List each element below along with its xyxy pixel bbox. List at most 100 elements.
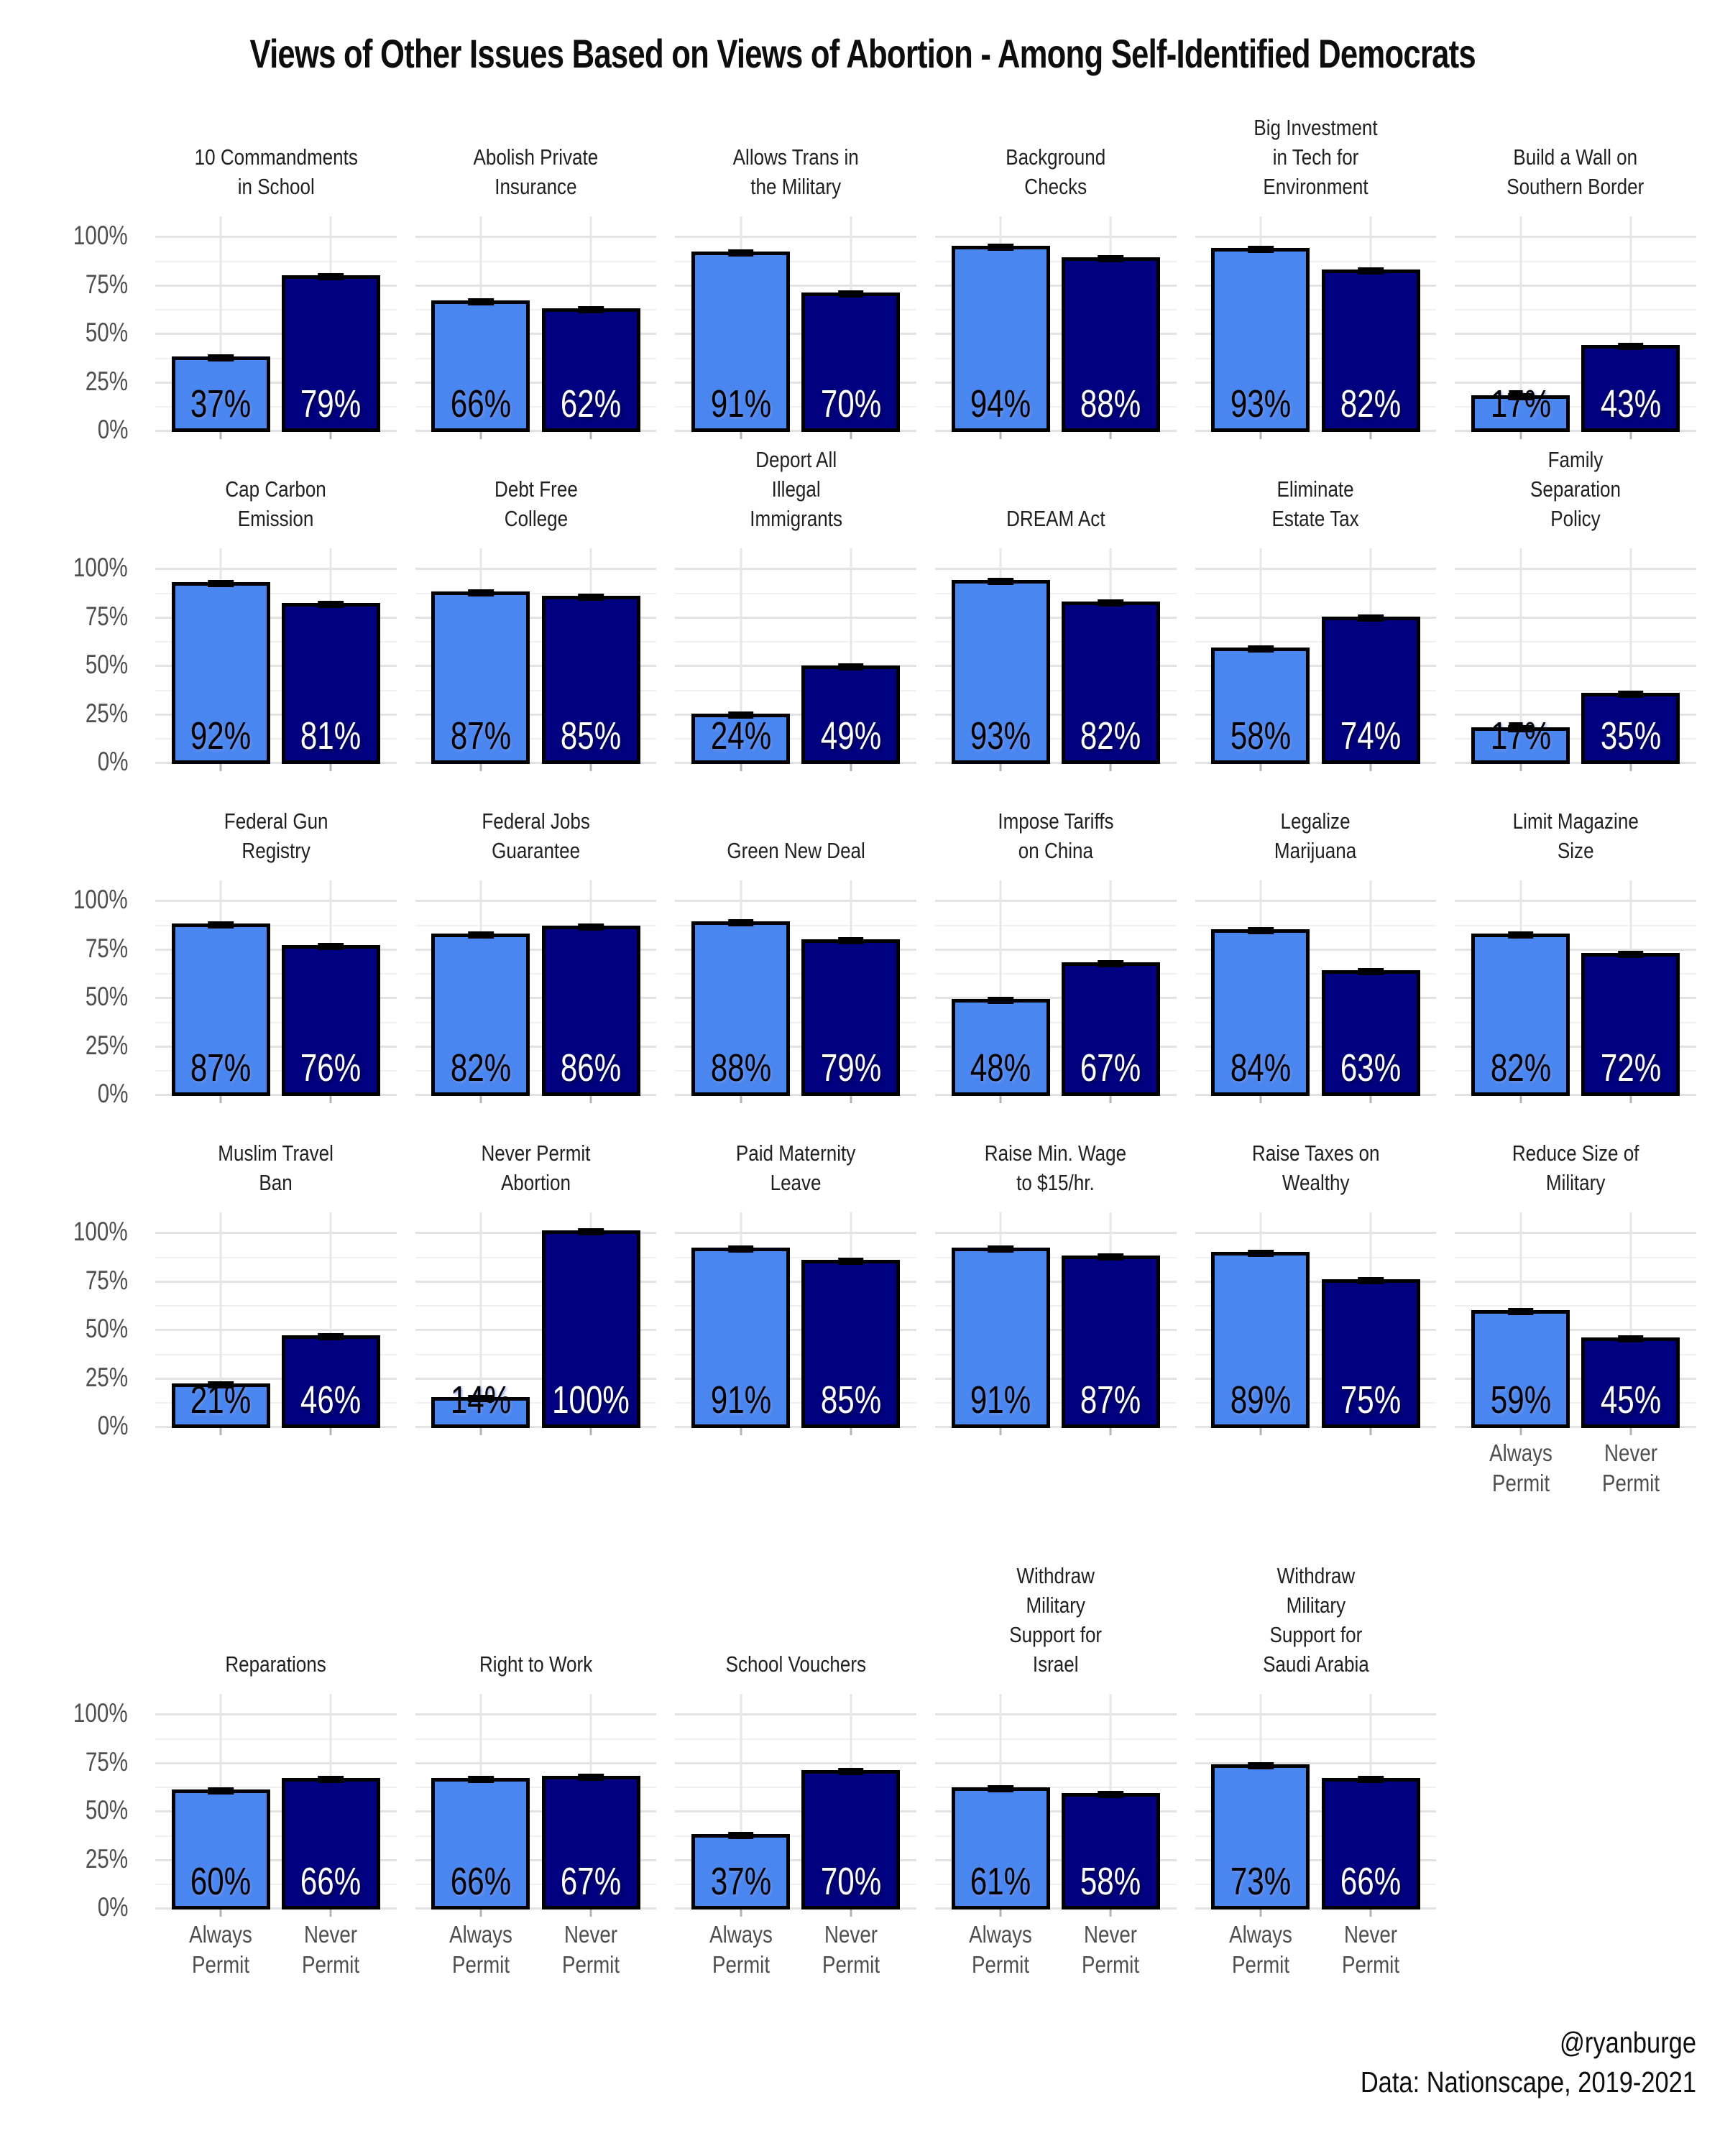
x-axis-tick-label: Never Permit	[1341, 1921, 1400, 1978]
facet-title: Reduce Size of Military	[1455, 1106, 1696, 1212]
gridline	[1195, 1256, 1437, 1258]
error-bar	[578, 305, 604, 313]
axis-tick	[740, 764, 742, 771]
error-bar	[1358, 267, 1384, 275]
gridline	[934, 713, 1177, 716]
bar-value-label: 58%	[1080, 1860, 1141, 1903]
gridline	[155, 1402, 397, 1404]
gridline	[934, 1713, 1177, 1715]
gridline	[934, 997, 1177, 999]
gridline	[675, 641, 916, 643]
axis-tick	[219, 432, 222, 439]
error-bar	[1507, 725, 1534, 733]
gridline	[155, 1738, 397, 1740]
bar-never-permit	[541, 925, 640, 1096]
gridline	[934, 948, 1177, 951]
bar-slot: 88%	[691, 880, 791, 1096]
y-axis-tick-label: 50%	[85, 1314, 128, 1343]
gridline	[934, 1353, 1177, 1355]
bar-value-label: 82%	[450, 1046, 512, 1089]
facet-title: Raise Taxes on Wealthy	[1195, 1106, 1437, 1212]
gridline	[155, 309, 397, 311]
axis-tick	[1109, 764, 1112, 771]
gridline	[675, 260, 916, 262]
bar-value-label: 63%	[1340, 1046, 1402, 1089]
gridline	[155, 1810, 397, 1812]
gridline	[415, 1402, 657, 1404]
bar-slot: 17%	[1471, 548, 1570, 764]
bar-slot: 84%	[1211, 880, 1310, 1096]
facet-title-text: Allows Trans in the Military	[732, 144, 859, 200]
gridline	[675, 1232, 916, 1234]
bar-slot: 82%	[1061, 548, 1160, 764]
facet-panel: 94% 88%	[934, 216, 1177, 439]
bar-slot: 49%	[801, 548, 901, 764]
facet-panel: 92% 81%	[155, 548, 397, 771]
x-axis-labels	[415, 1428, 657, 1513]
x-axis-labels: Always Permit Never Permit	[675, 1909, 916, 1994]
gridline	[415, 924, 657, 926]
facet-title-text: Paid Maternity Leave	[735, 1141, 856, 1196]
error-bar	[988, 1245, 1014, 1253]
facet-panel: 37% 70%	[675, 1694, 916, 1917]
axis-tick	[479, 1096, 482, 1103]
gridline	[415, 568, 657, 570]
bar-slot: 81%	[281, 548, 380, 764]
axis-tick	[1369, 1909, 1372, 1917]
bar-slot: 86%	[541, 880, 640, 1096]
facet-panel: 59% 45%	[1455, 1212, 1696, 1435]
gridline	[1195, 1810, 1437, 1812]
gridline	[1629, 1212, 1632, 1428]
gridline	[675, 1070, 916, 1072]
bar-slot: 35%	[1581, 548, 1680, 764]
bar-never-permit	[281, 275, 380, 432]
gridline	[155, 1280, 397, 1283]
bar-value-label: 60%	[190, 1860, 252, 1903]
x-axis-tick-label: Never Permit	[822, 1921, 880, 1978]
bar-always-permit	[951, 1787, 1050, 1909]
bar-slot: 67%	[1061, 880, 1160, 1096]
error-bar	[837, 290, 864, 298]
bar-slot: 93%	[1211, 216, 1310, 432]
bar-never-permit	[1321, 1777, 1420, 1909]
gridline	[155, 1353, 397, 1355]
y-axis-tick-label: 50%	[85, 1795, 128, 1825]
error-bar	[318, 601, 344, 609]
bar-value-label: 59%	[1490, 1378, 1551, 1422]
error-bar	[208, 1381, 234, 1389]
bar-never-permit	[1061, 601, 1160, 764]
bar-always-permit	[951, 579, 1050, 764]
gridline	[1195, 1787, 1437, 1789]
gridline	[155, 357, 397, 359]
facet-title-row: Cap Carbon Emission Debt Free College Depo…	[29, 442, 1696, 548]
facet-title-text: School Vouchers	[725, 1651, 866, 1677]
gridline	[1195, 1329, 1437, 1331]
gridline	[1195, 616, 1437, 619]
bar-slot: 87%	[1061, 1212, 1160, 1428]
gridline	[1455, 1402, 1696, 1404]
facet-title: Legalize Marijuana	[1195, 774, 1437, 880]
bar-value-label: 70%	[820, 1860, 881, 1903]
bar-value-label: 67%	[560, 1860, 622, 1903]
bar-value-label: 62%	[560, 382, 622, 425]
footer: @ryanburge Data: Nationscape, 2019-2021	[29, 2023, 1696, 2103]
gridline	[934, 1426, 1177, 1428]
bar-value-label: 66%	[300, 1860, 362, 1903]
gridline	[1195, 406, 1437, 408]
gridline	[415, 973, 657, 975]
bar-value-label: 66%	[450, 382, 512, 425]
bar-value-label: 45%	[1600, 1378, 1661, 1422]
axis-tick	[740, 1428, 742, 1435]
error-bar	[1358, 614, 1384, 622]
x-axis-tick-label: Never Permit	[561, 1921, 620, 1978]
axis-tick	[1629, 1096, 1632, 1103]
gridline	[415, 1738, 657, 1740]
y-axis-tick-label: 75%	[85, 1746, 128, 1777]
gridline	[934, 236, 1177, 238]
bar-value-label: 89%	[1230, 1378, 1292, 1422]
error-bar	[1617, 1335, 1644, 1342]
facet-panel: 60% 66%	[155, 1694, 397, 1917]
bar-value-label: 85%	[820, 1378, 881, 1422]
gridline	[1629, 548, 1632, 764]
gridline	[1455, 1305, 1696, 1307]
